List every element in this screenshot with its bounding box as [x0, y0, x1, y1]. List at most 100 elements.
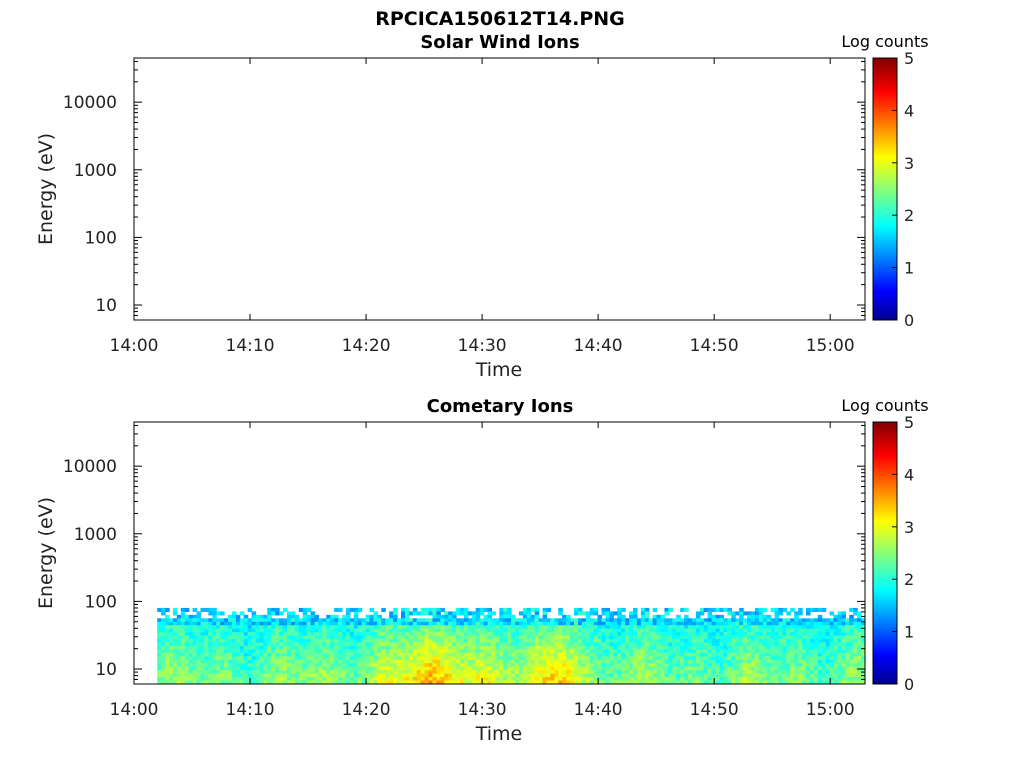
heatmap-cell — [672, 625, 677, 630]
heatmap-cell — [550, 628, 555, 633]
heatmap-cell — [837, 642, 842, 647]
heatmap-cell — [829, 673, 835, 678]
heatmap-cell — [778, 673, 784, 678]
heatmap-cell — [338, 670, 343, 675]
heatmap-cell — [275, 635, 280, 640]
heatmap-cell — [668, 670, 673, 675]
heatmap-cell — [365, 680, 371, 684]
heatmap-cell — [204, 625, 209, 630]
heatmap-cell — [259, 625, 264, 630]
heatmap-cell — [617, 670, 622, 675]
heatmap-cell — [357, 639, 363, 644]
heatmap-cell — [204, 673, 209, 678]
heatmap-cell — [589, 677, 595, 682]
heatmap-cell — [440, 656, 445, 661]
heatmap-cell — [365, 670, 371, 675]
heatmap-cell — [345, 656, 351, 661]
heatmap-cell — [806, 625, 811, 630]
heatmap-cell — [314, 635, 320, 640]
heatmap-cell — [821, 670, 827, 675]
heatmap-cell — [263, 632, 268, 637]
heatmap-cell — [420, 656, 426, 661]
heatmap-cell — [231, 618, 237, 623]
heatmap-cell — [172, 611, 178, 616]
heatmap-cell — [286, 649, 292, 654]
heatmap-cell — [389, 670, 394, 675]
heatmap-cell — [593, 625, 599, 630]
heatmap-cell — [577, 625, 583, 630]
heatmap-cell — [798, 628, 803, 633]
heatmap-cell — [680, 642, 685, 647]
heatmap-cell — [530, 628, 536, 633]
heatmap-cell — [338, 642, 343, 647]
heatmap-cell — [735, 632, 740, 637]
heatmap-cell — [314, 618, 320, 623]
heatmap-cell — [180, 645, 186, 651]
heatmap-cell — [231, 666, 237, 671]
heatmap-cell — [424, 618, 430, 623]
heatmap-cell — [699, 625, 705, 630]
heatmap-cell — [554, 673, 559, 678]
heatmap-cell — [369, 642, 375, 647]
heatmap-cell — [330, 639, 335, 644]
heatmap-cell — [172, 666, 178, 671]
heatmap-cell — [699, 645, 705, 651]
heatmap-cell — [357, 618, 363, 623]
heatmap-cell — [479, 656, 485, 661]
heatmap-cell — [310, 656, 316, 661]
heatmap-cell — [774, 625, 780, 630]
heatmap-cell — [373, 632, 379, 637]
heatmap-cell — [342, 645, 347, 651]
heatmap-cell — [857, 642, 862, 647]
heatmap-cell — [833, 659, 839, 664]
heatmap-cell — [719, 642, 725, 647]
heatmap-cell — [507, 666, 512, 671]
heatmap-cell — [267, 642, 272, 647]
heatmap-cell — [377, 680, 382, 684]
heatmap-cell — [377, 639, 382, 644]
heatmap-cell — [463, 670, 469, 675]
heatmap-cell — [754, 645, 760, 651]
heatmap-cell — [522, 652, 528, 657]
heatmap-cell — [817, 642, 823, 647]
heatmap-cell — [534, 677, 540, 682]
heatmap-cell — [452, 639, 457, 644]
heatmap-cell — [428, 666, 434, 671]
heatmap-cell — [235, 642, 241, 647]
heatmap-cell — [617, 677, 622, 682]
heatmap-cell — [633, 673, 638, 678]
heatmap-cell — [723, 628, 728, 633]
heatmap-cell — [318, 632, 323, 637]
heatmap-cell — [161, 621, 166, 626]
heatmap-cell — [227, 614, 233, 619]
heatmap-cell — [707, 625, 713, 630]
heatmap-cell — [676, 680, 681, 684]
heatmap-cell — [306, 670, 312, 675]
heatmap-cell — [825, 642, 831, 647]
y-tick-label: 10 — [95, 660, 117, 680]
heatmap-cell — [825, 625, 831, 630]
heatmap-cell — [243, 666, 249, 671]
heatmap-cell — [507, 632, 512, 637]
heatmap-cell — [161, 656, 166, 661]
heatmap-cell — [538, 649, 544, 654]
heatmap-cell — [758, 649, 764, 654]
heatmap-cell — [550, 621, 555, 626]
heatmap-cell — [440, 635, 445, 640]
heatmap-cell — [334, 642, 339, 647]
heatmap-cell — [585, 659, 591, 664]
heatmap-cell — [813, 628, 819, 633]
heatmap-cell — [381, 677, 386, 682]
heatmap-cell — [794, 656, 799, 661]
heatmap-cell — [821, 656, 827, 661]
heatmap-cell — [676, 621, 681, 626]
heatmap-cell — [593, 652, 599, 657]
heatmap-cell — [809, 642, 815, 647]
heatmap-cell — [727, 635, 732, 640]
heatmap-cell — [593, 635, 599, 640]
heatmap-cell — [845, 625, 850, 630]
heatmap-cell — [747, 642, 752, 647]
heatmap-cell — [471, 642, 477, 647]
heatmap-cell — [715, 639, 721, 644]
heatmap-cell — [436, 618, 441, 623]
